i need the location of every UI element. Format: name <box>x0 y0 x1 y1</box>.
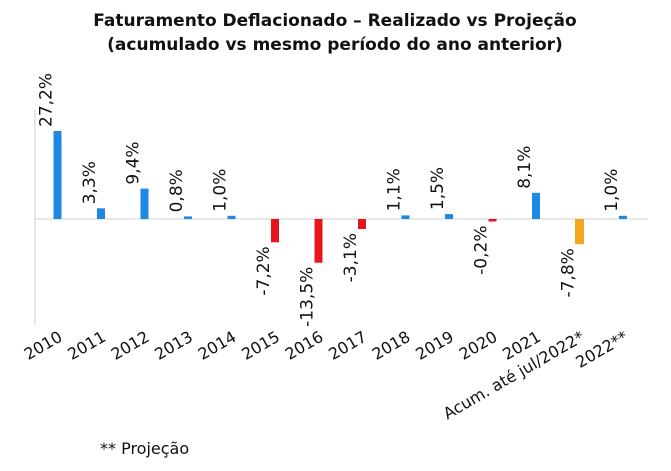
bar-0 <box>53 131 62 219</box>
bar-9 <box>445 214 453 219</box>
value-label-13: 1,0% <box>602 169 622 212</box>
bar-12 <box>575 219 584 245</box>
value-label-9: 1,5% <box>428 167 448 210</box>
value-label-11: 8,1% <box>515 146 535 189</box>
x-tick-labels-group: 2010201120122013201420152016201720182019… <box>21 327 631 423</box>
value-label-5: -7,2% <box>254 246 274 295</box>
bar-13 <box>619 215 627 219</box>
x-tick-label-7: 2017 <box>325 327 370 364</box>
value-label-7: -3,1% <box>341 233 361 282</box>
chart-title: Faturamento Deflacionado – Realizado vs … <box>93 11 576 31</box>
bar-5 <box>271 219 279 243</box>
bar-11 <box>532 192 540 219</box>
bars-group <box>53 131 627 263</box>
value-label-0: 27,2% <box>37 73 57 127</box>
x-tick-label-3: 2013 <box>151 327 196 364</box>
value-label-12: -7,8% <box>559 248 579 297</box>
bar-2 <box>140 188 149 219</box>
bar-1 <box>97 208 105 219</box>
x-tick-label-5: 2015 <box>238 327 283 364</box>
bar-8 <box>401 215 410 219</box>
x-tick-label-6: 2016 <box>282 327 327 364</box>
bar-7 <box>358 219 366 229</box>
bar-6 <box>314 219 323 263</box>
value-label-2: 9,4% <box>124 141 144 184</box>
x-tick-label-4: 2014 <box>195 327 240 364</box>
value-label-10: -0,2% <box>472 226 492 275</box>
value-label-1: 3,3% <box>80 161 100 204</box>
value-labels-group: 27,2% 3,3% 9,4% 0,8% 1,0% -7,2% -13,5% -3,1% 1,1… <box>37 73 623 327</box>
x-tick-label-9: 2019 <box>412 327 457 364</box>
bar-4 <box>227 215 236 219</box>
x-tick-label-8: 2018 <box>369 327 414 364</box>
value-label-4: 1,0% <box>211 169 231 212</box>
chart-subtitle: (acumulado vs mesmo período do ano anter… <box>107 35 563 55</box>
value-label-8: 1,1% <box>385 168 405 211</box>
value-label-6: -13,5% <box>298 267 318 327</box>
bar-3 <box>184 216 192 219</box>
x-tick-label-1: 2011 <box>64 327 109 364</box>
value-label-3: 0,8% <box>167 169 187 212</box>
x-tick-label-10: 2020 <box>456 327 501 364</box>
bar-10 <box>488 219 497 222</box>
x-tick-label-2: 2012 <box>108 327 153 364</box>
x-tick-label-0: 2010 <box>21 327 66 364</box>
footnote: ** Projeção <box>100 439 189 458</box>
